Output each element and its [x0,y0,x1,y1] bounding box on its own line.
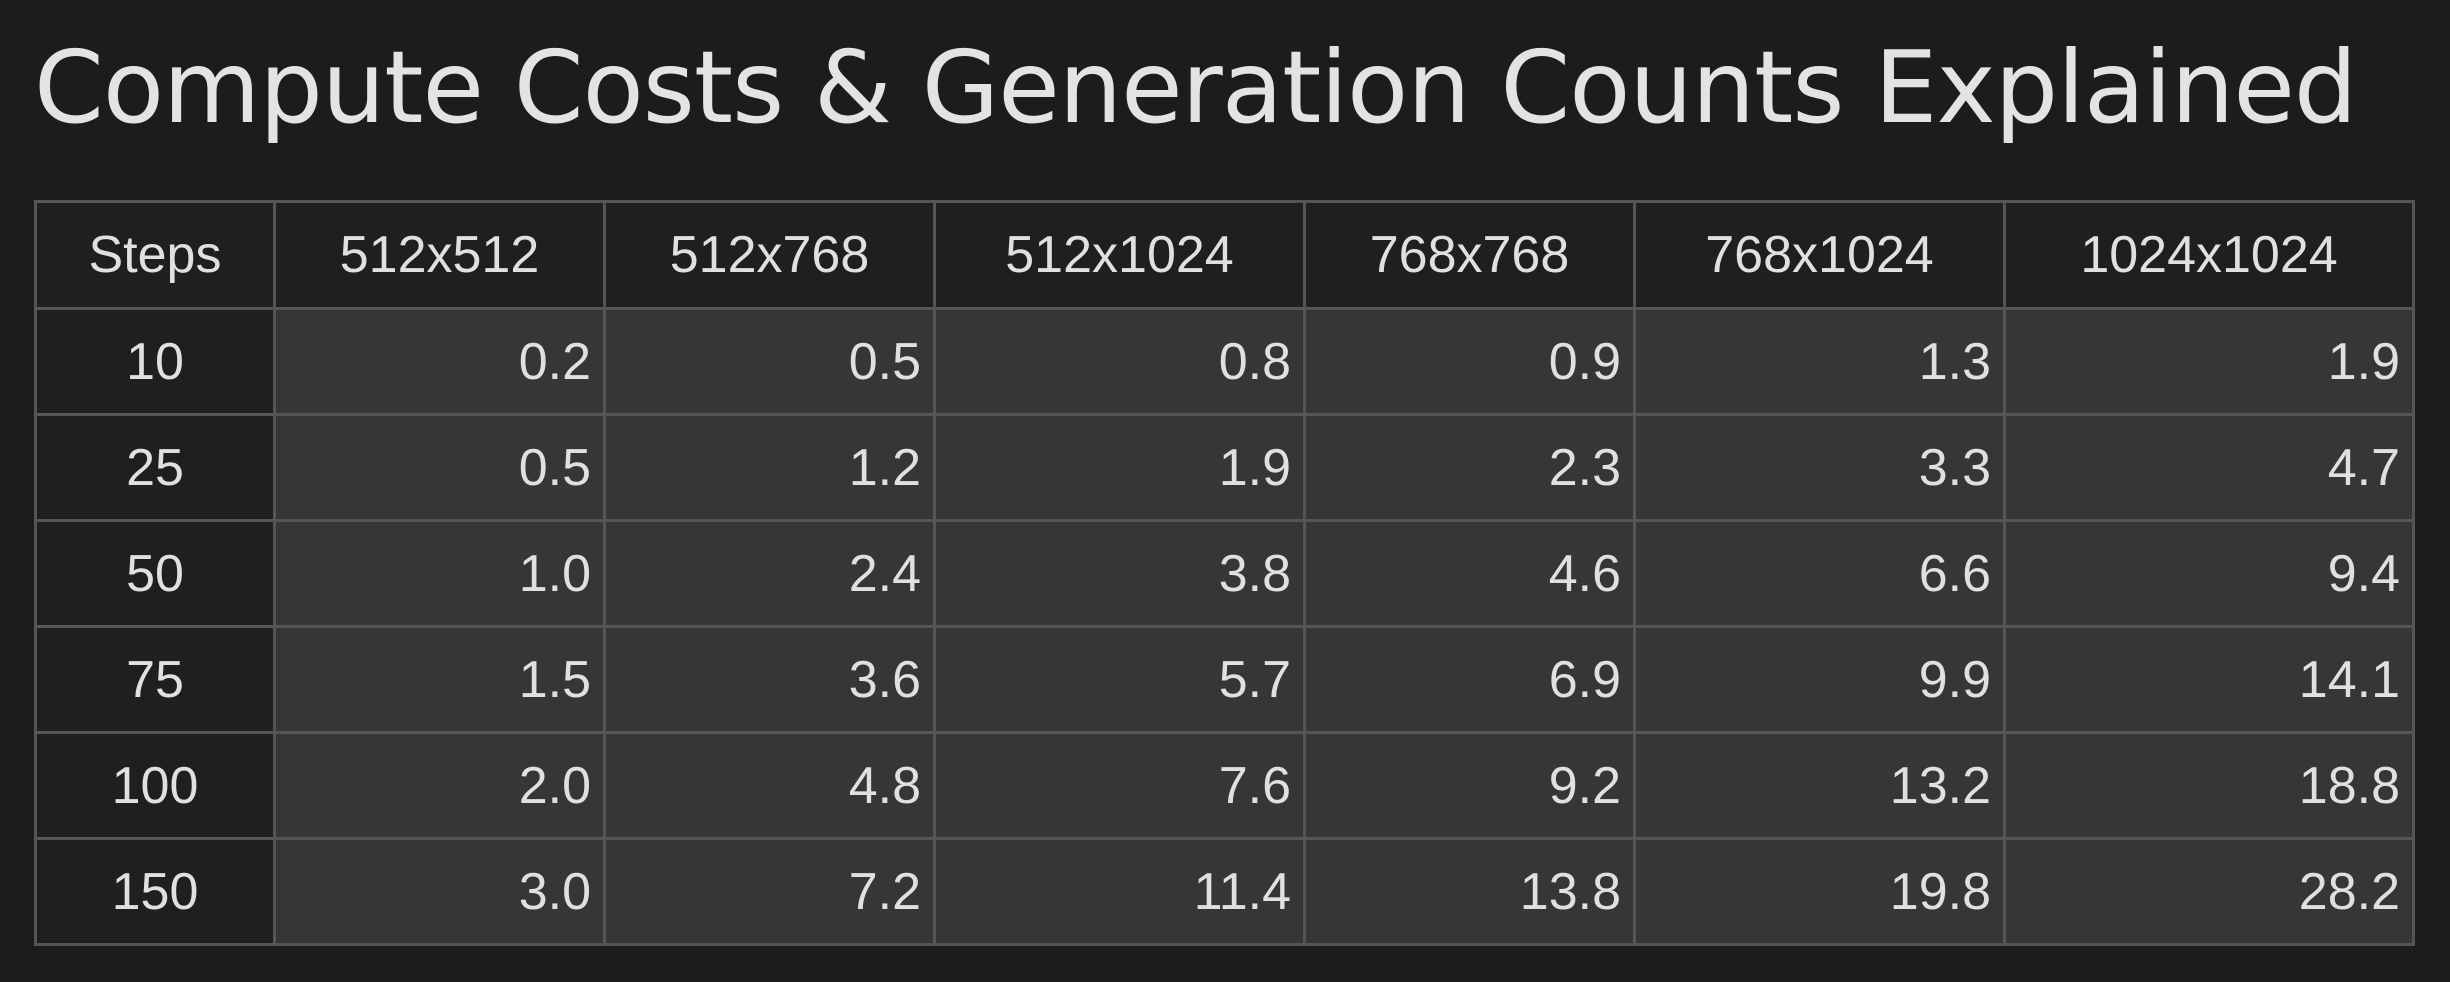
cost-cell: 28.2 [2003,837,2415,946]
column-header: 512x512 [273,200,606,310]
column-header: 512x1024 [933,200,1306,310]
cost-cell: 11.4 [933,837,1306,946]
cost-cell: 13.8 [1303,837,1636,946]
cost-cell: 0.9 [1303,307,1636,416]
cost-cell: 4.8 [603,731,936,840]
cost-cell: 9.9 [1633,625,2006,734]
steps-cell: 150 [34,837,276,946]
table-row: 50 1.0 2.4 3.8 4.6 6.6 9.4 [34,519,2415,628]
table-row: 10 0.2 0.5 0.8 0.9 1.3 1.9 [34,307,2415,416]
table-row: 25 0.5 1.2 1.9 2.3 3.3 4.7 [34,413,2415,522]
cost-cell: 18.8 [2003,731,2415,840]
cost-cell: 1.9 [2003,307,2415,416]
cost-cell: 14.1 [2003,625,2415,734]
cost-cell: 3.3 [1633,413,2006,522]
column-header: 1024x1024 [2003,200,2415,310]
column-header: 512x768 [603,200,936,310]
cost-cell: 7.6 [933,731,1306,840]
steps-cell: 10 [34,307,276,416]
steps-cell: 25 [34,413,276,522]
cost-cell: 13.2 [1633,731,2006,840]
cost-cell: 7.2 [603,837,936,946]
steps-cell: 100 [34,731,276,840]
cost-cell: 2.0 [273,731,606,840]
table-row: 75 1.5 3.6 5.7 6.9 9.9 14.1 [34,625,2415,734]
cost-cell: 5.7 [933,625,1306,734]
cost-cell: 6.6 [1633,519,2006,628]
page-title: Compute Costs & Generation Counts Explai… [34,29,2357,146]
column-header-steps: Steps [34,200,276,310]
table-row: 100 2.0 4.8 7.6 9.2 13.2 18.8 [34,731,2415,840]
cost-cell: 4.6 [1303,519,1636,628]
cost-cell: 3.8 [933,519,1306,628]
cost-cell: 1.3 [1633,307,2006,416]
cost-cell: 3.6 [603,625,936,734]
table-row: 150 3.0 7.2 11.4 13.8 19.8 28.2 [34,837,2415,946]
cost-cell: 2.4 [603,519,936,628]
cost-cell: 9.4 [2003,519,2415,628]
cost-cell: 2.3 [1303,413,1636,522]
column-header: 768x768 [1303,200,1636,310]
column-header: 768x1024 [1633,200,2006,310]
cost-cell: 6.9 [1303,625,1636,734]
cost-cell: 1.2 [603,413,936,522]
compute-cost-table: Steps 512x512 512x768 512x1024 768x768 7… [34,200,2415,946]
cost-cell: 4.7 [2003,413,2415,522]
cost-cell: 0.5 [603,307,936,416]
cost-cell: 1.5 [273,625,606,734]
steps-cell: 75 [34,625,276,734]
cost-cell: 1.9 [933,413,1306,522]
cost-cell: 19.8 [1633,837,2006,946]
cost-cell: 0.5 [273,413,606,522]
cost-cell: 0.8 [933,307,1306,416]
table-header-row: Steps 512x512 512x768 512x1024 768x768 7… [34,200,2415,310]
cost-cell: 9.2 [1303,731,1636,840]
cost-cell: 1.0 [273,519,606,628]
cost-cell: 0.2 [273,307,606,416]
cost-cell: 3.0 [273,837,606,946]
steps-cell: 50 [34,519,276,628]
